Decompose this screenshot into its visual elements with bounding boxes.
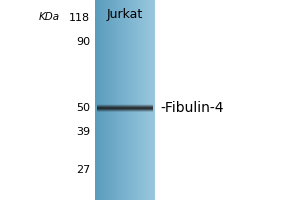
Text: 90: 90 <box>76 37 90 47</box>
Bar <box>121 0 122 200</box>
Bar <box>103 0 104 200</box>
Bar <box>114 0 115 200</box>
Bar <box>118 0 119 200</box>
Bar <box>101 0 102 200</box>
Bar <box>139 0 140 200</box>
Bar <box>97 106 153 107</box>
Bar <box>130 0 131 200</box>
Bar <box>120 0 121 200</box>
Bar <box>97 108 153 109</box>
Bar <box>97 104 153 105</box>
Bar <box>153 0 154 200</box>
Bar <box>102 0 103 200</box>
Text: 50: 50 <box>76 103 90 113</box>
Bar <box>115 0 116 200</box>
Bar <box>111 0 112 200</box>
Text: KDa: KDa <box>39 12 60 22</box>
Bar <box>97 107 153 108</box>
Bar <box>105 0 106 200</box>
Bar <box>116 0 117 200</box>
Bar <box>97 109 153 110</box>
Text: 27: 27 <box>76 165 90 175</box>
Bar <box>97 110 153 111</box>
Bar <box>99 0 100 200</box>
Text: Jurkat: Jurkat <box>107 8 143 21</box>
Bar <box>133 0 134 200</box>
Bar <box>143 0 144 200</box>
Bar <box>98 0 99 200</box>
Bar <box>119 0 120 200</box>
Bar <box>138 0 139 200</box>
Bar <box>149 0 150 200</box>
Bar <box>100 0 101 200</box>
Bar <box>137 0 138 200</box>
Bar <box>122 0 123 200</box>
Bar <box>144 0 145 200</box>
Bar <box>129 0 130 200</box>
Bar <box>110 0 111 200</box>
Text: 118: 118 <box>69 13 90 23</box>
Bar <box>127 0 128 200</box>
Bar <box>96 0 97 200</box>
Bar <box>152 0 153 200</box>
Bar <box>148 0 149 200</box>
Bar <box>112 0 113 200</box>
Bar <box>134 0 135 200</box>
Bar <box>142 0 143 200</box>
Bar <box>97 0 98 200</box>
Bar <box>117 0 118 200</box>
Bar <box>140 0 141 200</box>
Bar <box>132 0 133 200</box>
Bar <box>97 111 153 112</box>
Bar <box>145 0 146 200</box>
Bar <box>151 0 152 200</box>
Bar <box>141 0 142 200</box>
Bar <box>131 0 132 200</box>
Bar <box>123 0 124 200</box>
Bar <box>106 0 107 200</box>
Bar <box>146 0 147 200</box>
Bar <box>125 0 126 200</box>
Bar <box>107 0 108 200</box>
Bar <box>126 0 127 200</box>
Bar <box>108 0 109 200</box>
Bar <box>113 0 114 200</box>
Bar <box>136 0 137 200</box>
Bar <box>154 0 155 200</box>
Bar <box>124 0 125 200</box>
Bar <box>150 0 151 200</box>
Bar <box>135 0 136 200</box>
Bar <box>109 0 110 200</box>
Text: 39: 39 <box>76 127 90 137</box>
Text: -Fibulin-4: -Fibulin-4 <box>160 101 224 115</box>
Bar <box>147 0 148 200</box>
Bar <box>128 0 129 200</box>
Bar <box>95 0 96 200</box>
Bar <box>97 105 153 106</box>
Bar <box>104 0 105 200</box>
